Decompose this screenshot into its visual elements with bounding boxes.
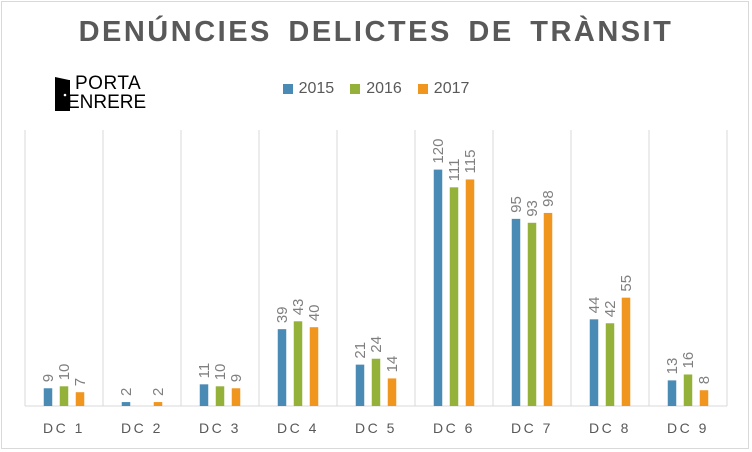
bar-2016-6 xyxy=(527,222,537,406)
x-tick-label: DC 5 xyxy=(355,420,397,436)
x-tick-label: DC 2 xyxy=(121,420,163,436)
legend-swatch-2017 xyxy=(417,84,428,94)
bar-2017-2 xyxy=(231,388,241,406)
bar-2016-3 xyxy=(293,321,303,406)
data-label-2015-3: 39 xyxy=(274,306,291,323)
data-label-2015-7: 44 xyxy=(586,297,603,314)
data-label-2016-5: 111 xyxy=(446,159,463,182)
door-icon xyxy=(55,77,70,111)
bar-2017-0 xyxy=(75,392,85,406)
data-label-2015-1: 2 xyxy=(118,388,135,396)
bar-2015-7 xyxy=(589,319,599,406)
bar-2017-5 xyxy=(465,179,475,406)
bar-2015-1 xyxy=(121,402,131,406)
bar-2017-1 xyxy=(153,402,163,406)
bar-2015-2 xyxy=(199,384,209,406)
data-label-2017-4: 14 xyxy=(384,356,401,373)
bar-2017-6 xyxy=(543,212,553,406)
data-label-2017-5: 115 xyxy=(462,150,479,174)
bar-2016-7 xyxy=(605,323,615,406)
bar-2016-2 xyxy=(215,386,225,406)
chart-legend: 2015 2016 2017 xyxy=(0,80,752,98)
data-label-2016-2: 10 xyxy=(212,364,229,381)
data-label-2015-8: 13 xyxy=(664,358,681,375)
data-label-2016-0: 10 xyxy=(56,364,73,381)
bar-2016-5 xyxy=(449,187,459,406)
data-label-2017-6: 98 xyxy=(540,190,557,207)
data-label-2016-6: 93 xyxy=(524,200,541,217)
bar-2016-4 xyxy=(371,358,381,406)
x-tick-label: DC 3 xyxy=(199,420,241,436)
porta-enrere-logo: PORTA ENRERE xyxy=(51,73,147,117)
data-label-2017-8: 8 xyxy=(696,376,713,384)
bar-2015-6 xyxy=(511,218,521,406)
data-label-2017-3: 40 xyxy=(306,305,323,322)
bar-2015-0 xyxy=(43,388,53,406)
data-label-2015-0: 9 xyxy=(40,374,57,382)
x-tick-label: DC 4 xyxy=(277,420,319,436)
bar-2017-4 xyxy=(387,378,397,406)
bar-2015-3 xyxy=(277,329,287,406)
chart-title: DENÚNCIES DELICTES DE TRÀNSIT xyxy=(78,16,674,48)
data-label-2016-8: 16 xyxy=(680,352,697,369)
data-label-2017-1: 2 xyxy=(150,388,167,396)
data-label-2016-7: 42 xyxy=(602,301,619,318)
logo-text-line2: ENRERE xyxy=(67,92,147,113)
data-label-2015-2: 11 xyxy=(196,363,213,379)
x-tick-label: DC 6 xyxy=(433,420,475,436)
data-label-2015-4: 21 xyxy=(352,342,369,359)
bar-2015-4 xyxy=(355,364,365,406)
data-label-2017-7: 55 xyxy=(618,275,635,292)
legend-item-2017: 2017 xyxy=(417,80,470,98)
bar-2017-8 xyxy=(699,390,709,406)
legend-label-2017: 2017 xyxy=(433,80,470,97)
x-tick-label: DC 9 xyxy=(667,420,709,436)
data-label-2015-5: 120 xyxy=(430,139,447,164)
legend-swatch-2015 xyxy=(282,84,293,94)
x-tick-label: DC 8 xyxy=(589,420,631,436)
x-tick-label: DC 7 xyxy=(511,420,553,436)
data-label-2016-3: 43 xyxy=(290,299,307,316)
x-tick-label: DC 1 xyxy=(43,420,85,436)
logo-text-line1: PORTA xyxy=(75,73,142,94)
legend-item-2015: 2015 xyxy=(282,80,335,98)
bar-2015-5 xyxy=(433,169,443,406)
data-label-2015-6: 95 xyxy=(508,196,525,213)
bar-2017-3 xyxy=(309,327,319,406)
data-label-2016-4: 24 xyxy=(368,336,385,353)
legend-label-2015: 2015 xyxy=(298,80,335,97)
data-label-2017-2: 9 xyxy=(228,374,245,382)
bar-2015-8 xyxy=(667,380,677,406)
bar-2016-0 xyxy=(59,386,69,406)
bar-2017-7 xyxy=(621,297,631,406)
legend-swatch-2016 xyxy=(350,84,361,94)
bar-2016-8 xyxy=(683,374,693,406)
data-label-2017-0: 7 xyxy=(72,378,89,386)
legend-label-2016: 2016 xyxy=(366,80,402,97)
legend-item-2016: 2016 xyxy=(350,80,402,98)
